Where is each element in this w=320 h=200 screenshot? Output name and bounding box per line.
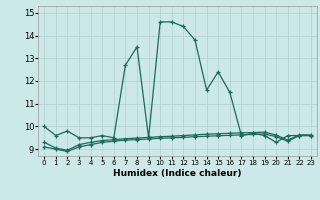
X-axis label: Humidex (Indice chaleur): Humidex (Indice chaleur) — [113, 169, 242, 178]
